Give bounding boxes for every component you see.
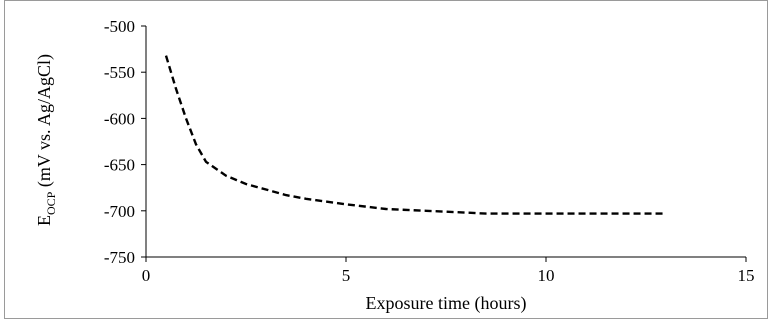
y-axis-title: EOCP (mV vs. Ag/AgCl) <box>34 54 58 226</box>
x-tick-label: 5 <box>342 266 351 285</box>
x-tick-label: 10 <box>538 266 555 285</box>
y-tick-label: -650 <box>104 156 135 175</box>
y-axis-title-sub: OCP <box>44 191 58 215</box>
x-tick-label: 15 <box>738 266 755 285</box>
y-axis-title-rest: (mV vs. Ag/AgCl) <box>34 54 55 192</box>
y-tick-label: -600 <box>104 109 135 128</box>
y-tick-label: -550 <box>104 63 135 82</box>
y-tick-label: -750 <box>104 248 135 267</box>
y-tick-label: -500 <box>104 17 135 36</box>
chart-frame <box>4 0 768 319</box>
y-axis-title-main: E <box>34 215 54 226</box>
x-axis-title: Exposure time (hours) <box>366 293 527 314</box>
x-tick-label: 0 <box>142 266 151 285</box>
series-line <box>164 55 666 215</box>
y-tick-label: -700 <box>104 202 135 221</box>
